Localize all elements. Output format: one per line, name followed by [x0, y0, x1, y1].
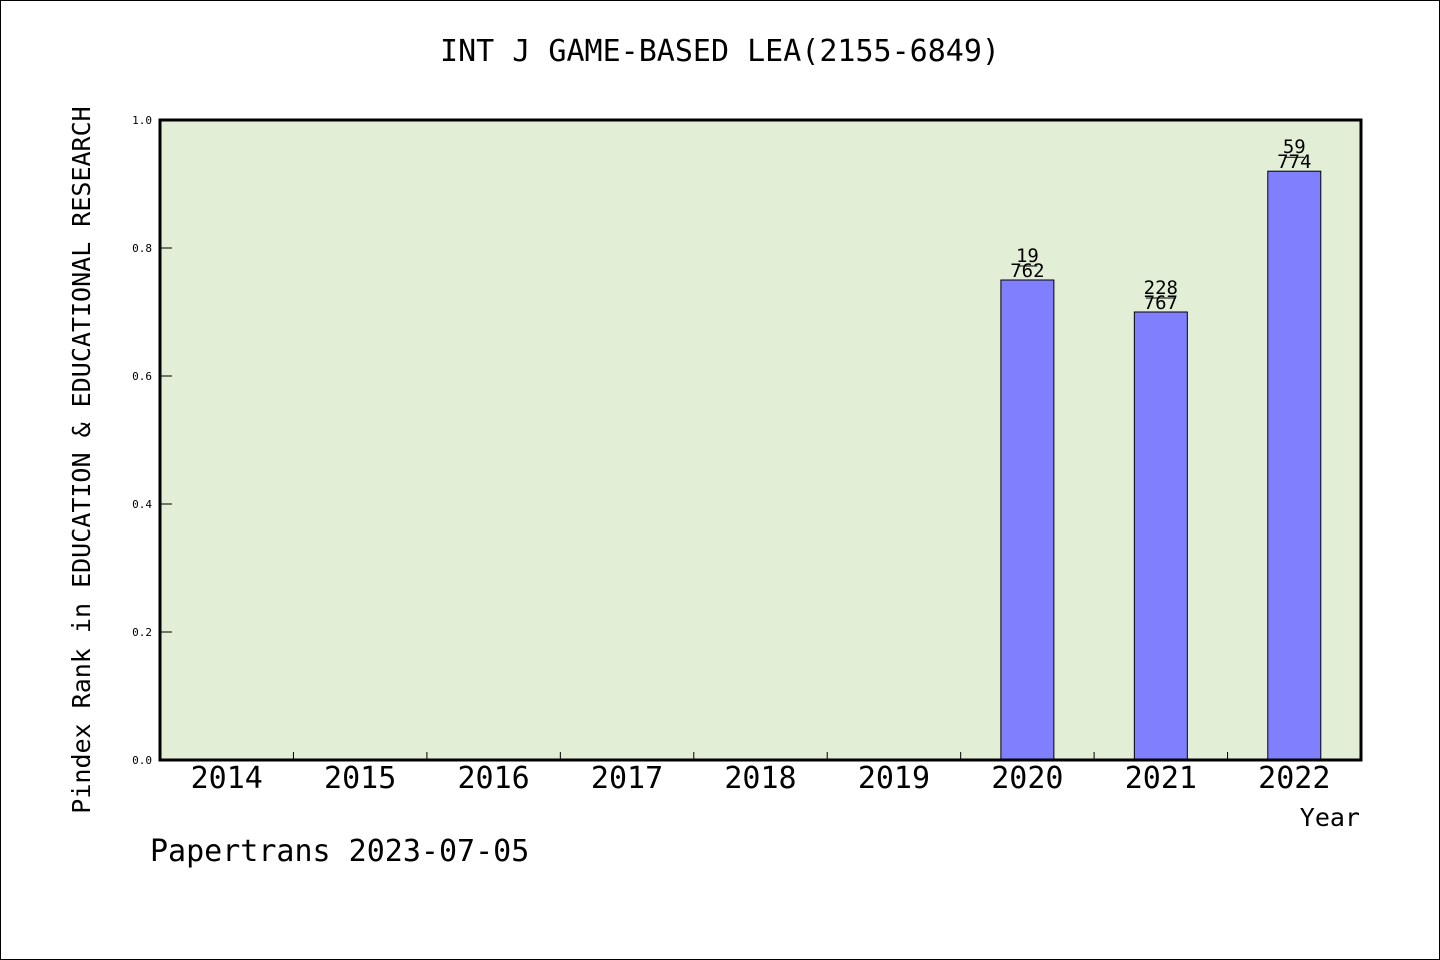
bar-total-label: 767 — [1144, 292, 1178, 314]
y-tick-label: 0.6 — [132, 370, 152, 383]
y-tick-label: 0.8 — [132, 242, 152, 255]
bar-rank-label: 59 — [1283, 136, 1306, 158]
x-tick-label: 2022 — [1258, 761, 1330, 796]
bar — [1000, 279, 1055, 761]
x-tick-label: 2015 — [324, 761, 396, 796]
bar-total-label: 774 — [1277, 151, 1311, 173]
y-tick-label: 0.2 — [132, 626, 152, 639]
bar-total-label: 762 — [1010, 260, 1044, 282]
bar-rank-label: 228 — [1144, 277, 1178, 299]
x-tick-label: 2020 — [991, 761, 1063, 796]
x-tick-label: 2019 — [858, 761, 930, 796]
chart-title: INT J GAME-BASED LEA(2155-6849) — [440, 34, 1000, 69]
y-axis-label: Pindex Rank in EDUCATION & EDUCATIONAL R… — [67, 106, 96, 813]
x-tick-label: 2018 — [724, 761, 796, 796]
x-tick-label: 2021 — [1125, 761, 1197, 796]
x-tick-label: 2014 — [191, 761, 263, 796]
x-tick-label: 2016 — [457, 761, 529, 796]
bar-rank-label: 19 — [1016, 245, 1039, 267]
y-tick-label: 1.0 — [132, 114, 152, 127]
plot-border — [158, 118, 1363, 762]
y-tick-label: 0.4 — [132, 498, 152, 511]
bar — [1267, 170, 1322, 761]
x-axis-label: Year — [1300, 803, 1360, 832]
footer-credit: Papertrans 2023-07-05 — [150, 834, 530, 869]
y-tick-label: 0.0 — [132, 754, 152, 767]
x-tick-label: 2017 — [591, 761, 663, 796]
bar — [1133, 311, 1188, 761]
